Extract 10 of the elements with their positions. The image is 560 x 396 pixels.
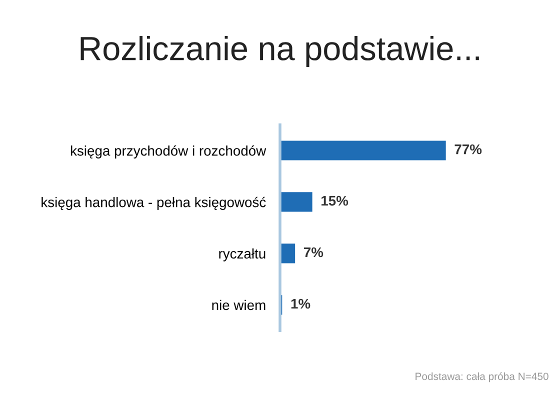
text: Podstawa: cała próba N=450 — [416, 372, 548, 382]
data-label: 15% — [322, 196, 348, 206]
y-tick-label: księga przychodów i rozchodów — [70, 145, 266, 158]
data-label: 1% — [291, 298, 310, 309]
data-label: 7% — [304, 247, 324, 258]
data-label: 77% — [454, 144, 482, 154]
y-tick-label: księga handlowa - pełna księgowość — [42, 196, 266, 210]
y-tick-label: ryczałtu — [219, 248, 266, 262]
chart-title: Rozliczanie na podstawie... — [80, 36, 479, 68]
y-tick-label: nie wiem — [212, 300, 266, 310]
